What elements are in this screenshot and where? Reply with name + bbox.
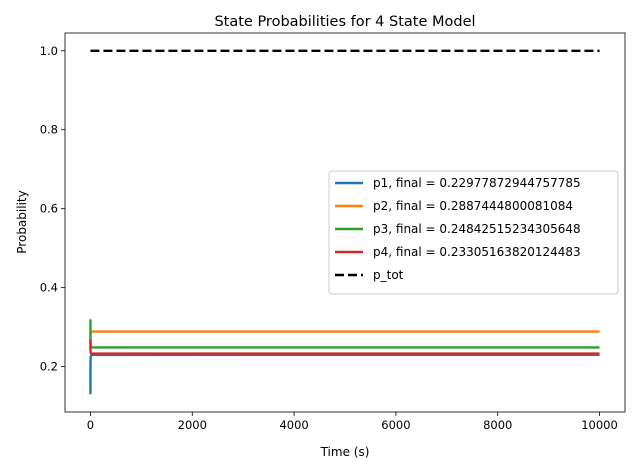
legend-label: p3, final = 0.24842515234305648 [373,222,581,236]
y-tick-label: 0.6 [40,202,58,216]
y-tick-label: 1.0 [40,44,58,58]
y-axis: 0.2 0.4 0.6 0.8 1.0 [40,44,65,374]
legend-box [328,170,619,295]
x-axis-label: Time (s) [320,445,370,459]
x-tick-label: 6000 [381,418,410,432]
legend-label: p1, final = 0.22977872944757785 [373,176,581,190]
legend-label: p2, final = 0.2887444800081084 [373,199,573,213]
x-tick-label: 2000 [178,418,207,432]
legend: p1, final = 0.22977872944757785 p2, final… [328,170,619,295]
plot-lines [89,49,600,395]
series-line-2 [89,330,600,336]
x-tick-label: 8000 [483,418,512,432]
series-line-4 [89,338,600,355]
y-tick-label: 0.4 [40,281,58,295]
y-tick-label: 0.2 [40,360,58,374]
legend-label: p4, final = 0.23305163820124483 [373,245,581,259]
series-line-3 [89,319,600,349]
y-tick-label: 0.8 [40,123,58,137]
legend-label: p_tot [373,268,404,282]
y-axis-label: Probability [15,190,29,253]
x-tick-label: 0 [87,418,94,432]
chart-title: State Probabilities for 4 State Model [214,14,475,30]
plot-frame [64,32,626,413]
series-line-1 [89,353,600,395]
x-tick-label: 4000 [279,418,308,432]
x-tick-label: 10000 [581,418,618,432]
x-axis: 0 2000 4000 6000 8000 10000 [87,412,618,432]
